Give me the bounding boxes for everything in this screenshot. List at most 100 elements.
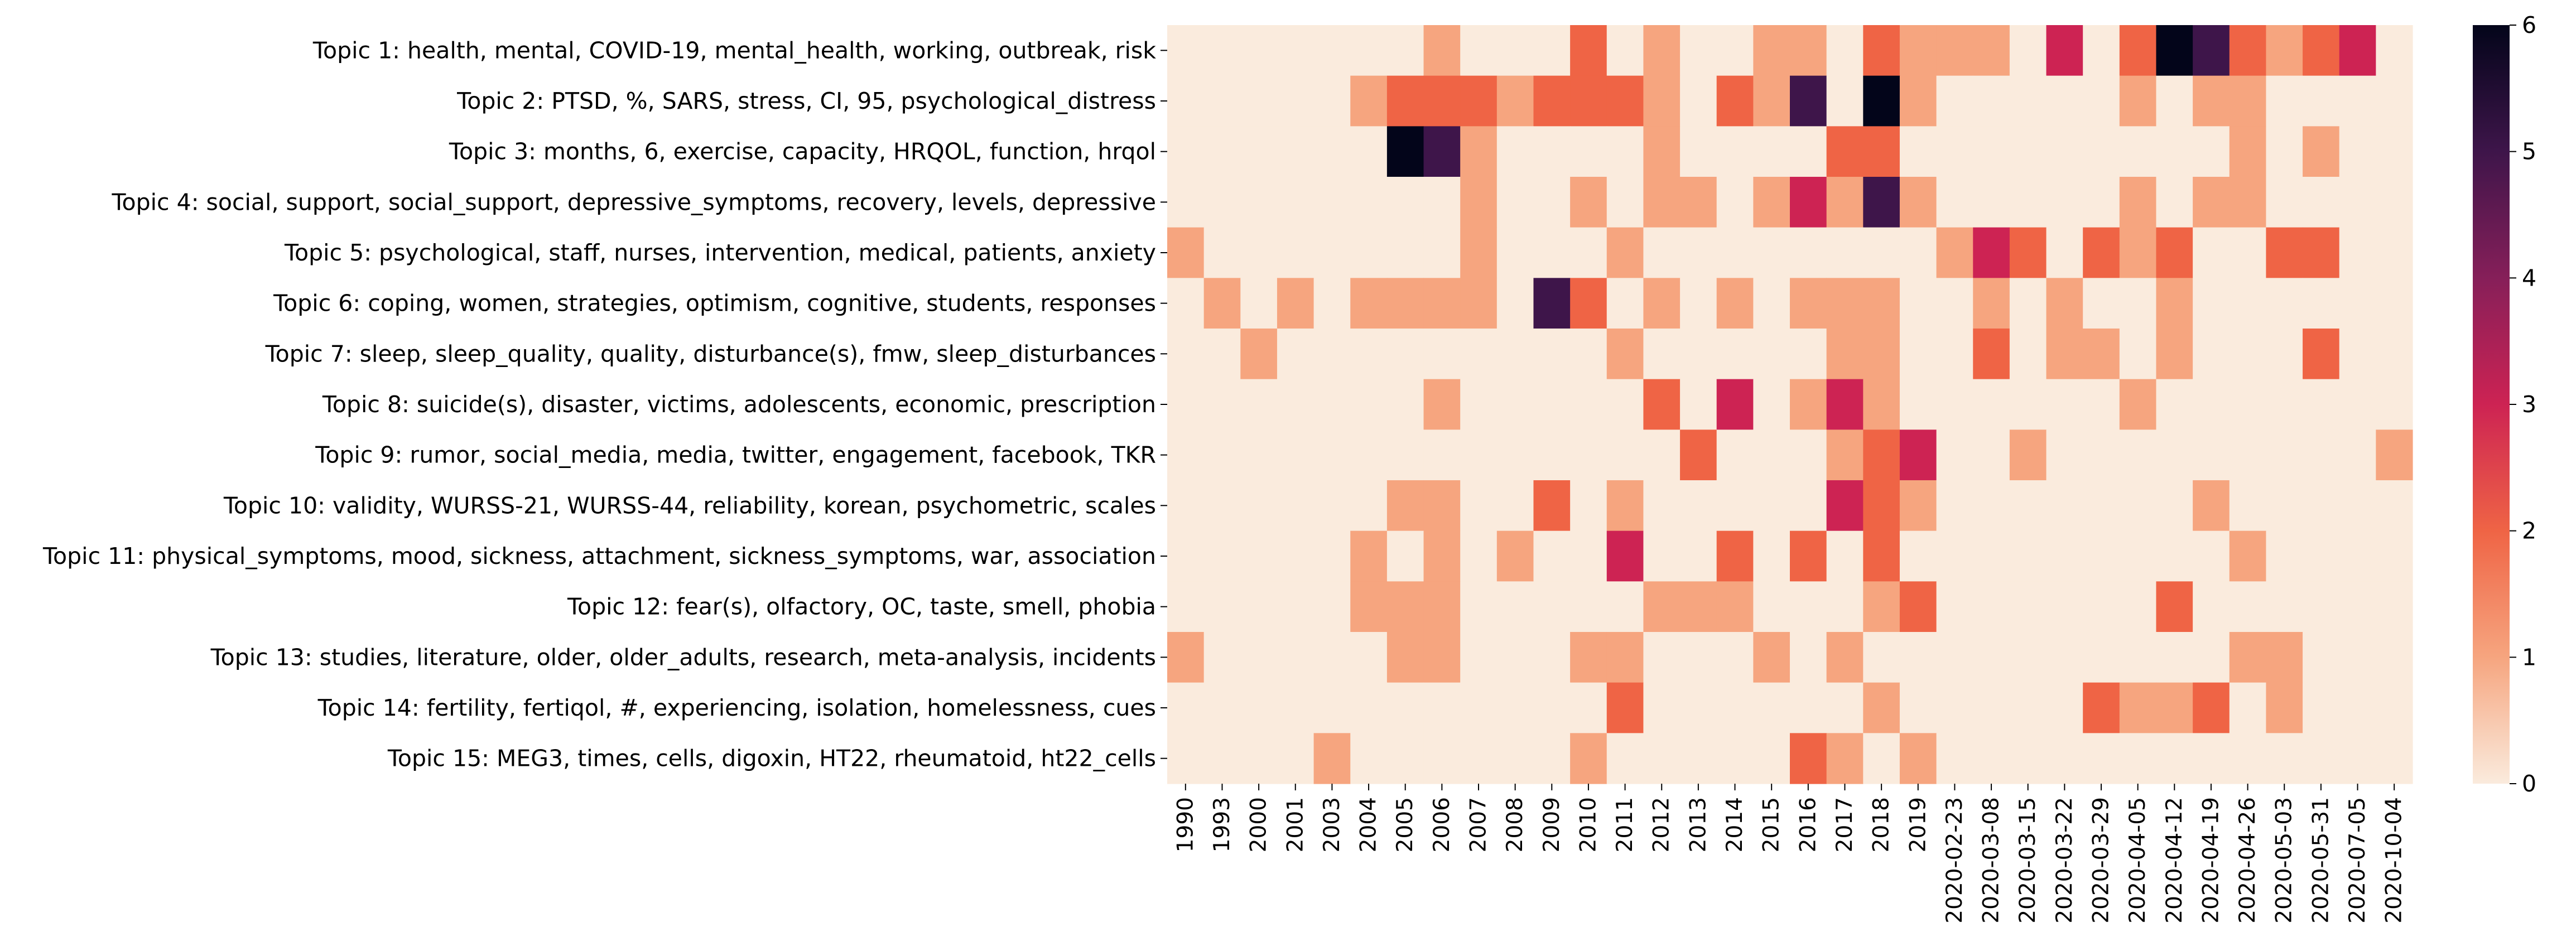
heatmap-cell xyxy=(2156,75,2193,127)
heatmap-cell xyxy=(2376,75,2413,127)
heatmap-cell xyxy=(1826,581,1864,633)
heatmap-cell xyxy=(1203,227,1241,278)
y-axis-tick-labels: Topic 1: health, mental, COVID-19, menta… xyxy=(42,37,1167,772)
heatmap-cell xyxy=(1790,25,1827,76)
heatmap-cell xyxy=(1350,75,1388,127)
heatmap-cell xyxy=(1790,278,1827,329)
heatmap-cell xyxy=(1790,329,1827,380)
heatmap-cell xyxy=(1570,278,1607,329)
heatmap-cell xyxy=(1167,329,1205,380)
heatmap-cell xyxy=(2156,25,2193,76)
heatmap-cell xyxy=(1350,329,1388,380)
heatmap-cell xyxy=(1863,581,1900,633)
heatmap-cell xyxy=(1496,126,1534,177)
heatmap-cell xyxy=(2119,480,2157,532)
heatmap-cell xyxy=(2303,329,2340,380)
heatmap-cell xyxy=(1606,429,1644,481)
heatmap-cell xyxy=(1716,682,1754,733)
heatmap-cell xyxy=(2193,25,2230,76)
heatmap-cell xyxy=(1936,177,1973,228)
heatmap-cell xyxy=(2083,682,2120,733)
heatmap-cell xyxy=(2119,682,2157,733)
heatmap-cell xyxy=(1496,581,1534,633)
heatmap-cell xyxy=(1570,480,1607,532)
heatmap-cell xyxy=(1460,379,1498,430)
heatmap-cell xyxy=(1277,682,1315,733)
heatmap-cell xyxy=(2083,581,2120,633)
heatmap-cell xyxy=(2229,581,2267,633)
heatmap-cell xyxy=(2046,480,2083,532)
heatmap-cell xyxy=(1680,278,1717,329)
heatmap-cell xyxy=(1240,177,1278,228)
heatmap-cell xyxy=(1496,227,1534,278)
heatmap-cell xyxy=(2229,126,2267,177)
heatmap-cell xyxy=(1460,530,1498,582)
heatmap-cell xyxy=(1350,429,1388,481)
y-tick-label: Topic 1: health, mental, COVID-19, menta… xyxy=(312,37,1156,64)
heatmap-cell xyxy=(1606,379,1644,430)
heatmap-cell xyxy=(1826,733,1864,784)
colorbar-tick-label: 4 xyxy=(2522,264,2536,291)
heatmap-cell xyxy=(2376,177,2413,228)
heatmap-cell xyxy=(2303,480,2340,532)
heatmap-cells xyxy=(1167,25,2413,784)
heatmap-cell xyxy=(1167,25,1205,76)
x-axis-tick-labels: 1990 1993 2000 2001 2003 2004 2005 2006 2007 2008… xyxy=(1173,784,2407,924)
heatmap-cell xyxy=(1350,581,1388,633)
heatmap-cell xyxy=(2303,530,2340,582)
heatmap-cell xyxy=(2303,126,2340,177)
heatmap-cell xyxy=(2119,278,2157,329)
heatmap-cell xyxy=(2156,126,2193,177)
heatmap-cell xyxy=(1680,25,1717,76)
x-tick-label: 2003 xyxy=(1320,797,1345,852)
heatmap-cell xyxy=(1899,682,1937,733)
x-tick-label: 2020-04-26 xyxy=(2235,797,2260,924)
y-tick-label: Topic 11: physical_symptoms, mood, sickn… xyxy=(42,543,1156,569)
heatmap-cell xyxy=(1167,278,1205,329)
heatmap-cell xyxy=(1716,329,1754,380)
heatmap-cell xyxy=(1606,733,1644,784)
heatmap-cell xyxy=(2119,632,2157,683)
heatmap-cell xyxy=(2009,75,2047,127)
heatmap-cell xyxy=(1826,379,1864,430)
heatmap-cell xyxy=(1533,480,1571,532)
heatmap-cell xyxy=(2193,581,2230,633)
heatmap-cell xyxy=(1716,278,1754,329)
heatmap-cell xyxy=(1826,480,1864,532)
heatmap-cell xyxy=(1973,581,2010,633)
heatmap-cell xyxy=(1313,227,1351,278)
heatmap-cell xyxy=(1973,75,2010,127)
heatmap-cell xyxy=(1313,632,1351,683)
heatmap-cell xyxy=(1496,278,1534,329)
heatmap-cell xyxy=(2266,25,2303,76)
heatmap-cell xyxy=(2303,379,2340,430)
heatmap-cell xyxy=(1203,530,1241,582)
heatmap-cell xyxy=(1203,329,1241,380)
heatmap-cell xyxy=(2119,581,2157,633)
heatmap-cell xyxy=(2193,75,2230,127)
heatmap-cell xyxy=(1570,75,1607,127)
heatmap-cell xyxy=(1863,25,1900,76)
heatmap-cell xyxy=(2083,329,2120,380)
y-tick-label: Topic 12: fear(s), olfactory, OC, taste,… xyxy=(567,593,1156,620)
heatmap-cell xyxy=(1790,126,1827,177)
heatmap-cell xyxy=(1899,126,1937,177)
heatmap-cell xyxy=(2339,733,2376,784)
x-tick-label: 2020-03-15 xyxy=(2015,797,2040,924)
heatmap-cell xyxy=(2266,682,2303,733)
heatmap-cell xyxy=(1899,632,1937,683)
heatmap-cell xyxy=(1716,632,1754,683)
heatmap-cell xyxy=(1936,25,1973,76)
heatmap-cell xyxy=(2193,126,2230,177)
heatmap-cell xyxy=(1350,177,1388,228)
heatmap-cell xyxy=(1680,329,1717,380)
heatmap-cell xyxy=(2303,227,2340,278)
heatmap-cell xyxy=(2193,227,2230,278)
heatmap-cell xyxy=(2083,733,2120,784)
heatmap-cell xyxy=(1423,75,1461,127)
heatmap-cell xyxy=(1570,632,1607,683)
heatmap-cell xyxy=(2376,581,2413,633)
heatmap-cell xyxy=(1240,126,1278,177)
heatmap-cell xyxy=(1753,632,1790,683)
heatmap-cell xyxy=(1313,329,1351,380)
